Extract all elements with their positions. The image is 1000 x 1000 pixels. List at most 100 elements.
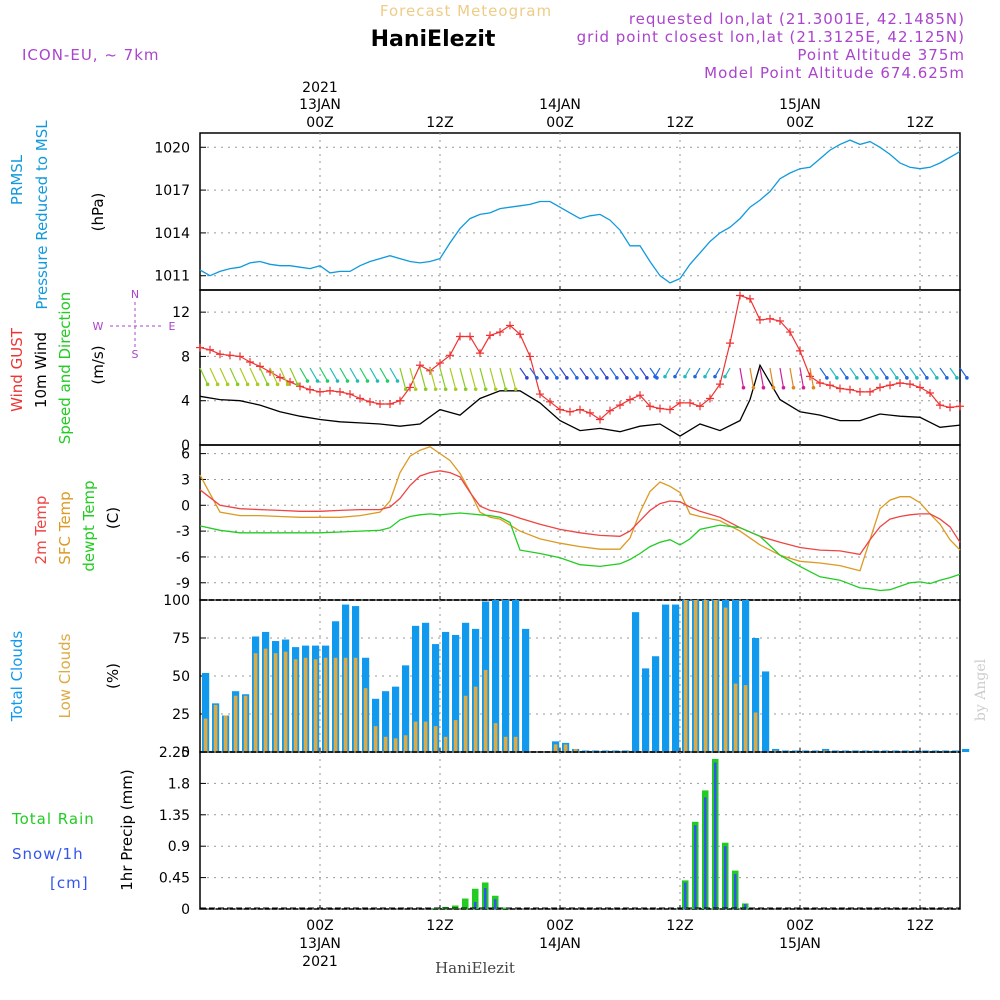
wind-arrow-head <box>905 376 909 380</box>
gust-marker <box>766 314 774 323</box>
gust-marker <box>616 401 624 410</box>
compass-rose: N S W E <box>93 288 176 361</box>
gust-marker <box>796 346 804 355</box>
wind-arrow-head <box>453 387 458 392</box>
total-cloud-bar <box>372 698 380 752</box>
low-cloud-bar <box>383 736 388 752</box>
low-cloud-bar <box>573 748 578 752</box>
low-cloud-bar <box>413 721 418 752</box>
wind-arrow-head <box>345 379 350 383</box>
low-cloud-bar <box>423 721 428 752</box>
y-tick-label: -9 <box>176 576 190 592</box>
total-cloud-bar <box>662 604 670 752</box>
total-cloud-bar <box>422 622 430 752</box>
wind-arrow-head <box>741 385 746 390</box>
low-cloud-bar <box>313 659 318 752</box>
total-cloud-bar <box>892 750 900 752</box>
wind-arrow-head <box>325 379 330 383</box>
gust-marker <box>536 390 544 399</box>
pressure-line <box>199 139 961 284</box>
top-hour-label: 12Z <box>906 115 933 131</box>
low-cloud-bar <box>493 723 498 752</box>
total-cloud-bar <box>922 750 930 752</box>
wind-arrow-head <box>925 376 929 380</box>
wind-arrow-head <box>385 379 390 383</box>
bottom-hour-label: 12Z <box>666 918 693 934</box>
wind-arrow-head <box>215 382 220 387</box>
y-tick-label: 1011 <box>154 269 190 285</box>
y-tick-label: 0 <box>181 498 190 514</box>
y-tick-label: 0 <box>181 745 190 761</box>
y-tick-label: 1.8 <box>168 776 190 792</box>
wind-arrow-head <box>395 379 400 383</box>
wind-arrow-head <box>365 379 370 383</box>
gust-marker <box>706 394 714 403</box>
rain-bar <box>452 905 459 909</box>
gust-marker <box>276 373 284 382</box>
t2m-label: 2m Temp <box>32 496 50 565</box>
gust-marker <box>516 330 524 339</box>
bottom-year-label: 2021 <box>302 954 338 970</box>
total-cloud-bar <box>462 622 470 752</box>
gust-marker <box>436 359 444 368</box>
wind-arrow-head <box>663 374 667 379</box>
total-cloud-bar <box>932 750 940 752</box>
total-cloud-bar <box>512 600 520 752</box>
total-cloud-bar <box>602 750 610 752</box>
top-date-label: 14JAN <box>539 97 581 113</box>
total-cloud-bar <box>752 638 760 752</box>
header: Forecast Meteogram HaniElezit requested lo… <box>22 2 989 977</box>
gust-marker <box>646 402 654 411</box>
bottom-hour-label: 00Z <box>306 918 333 934</box>
gust-marker <box>686 398 694 407</box>
low-cloud-bar <box>263 648 268 752</box>
low-cloud-bar <box>333 657 338 752</box>
snow-bar <box>493 899 497 909</box>
gust-marker <box>296 382 304 391</box>
wind-arrow-head <box>955 376 959 380</box>
gridpoint-coords: grid point closest lon,lat (21.3125E, 42… <box>577 28 965 46</box>
y-tick-label: 12 <box>172 305 190 321</box>
total-cloud-bar <box>952 750 960 752</box>
wind-arrow-head <box>413 387 418 392</box>
wind-arrow <box>369 367 379 382</box>
y-tick-label: 0.9 <box>168 839 190 855</box>
bottom-hour-label: 12Z <box>426 918 453 934</box>
rain-bar <box>472 888 479 909</box>
wind-arrow-head <box>535 376 539 380</box>
wind-arrow <box>349 367 359 382</box>
wind-arrow <box>529 367 538 379</box>
wind-arrow-head <box>235 382 240 387</box>
total-cloud-bar <box>882 750 890 752</box>
low-cloud-bar <box>273 653 278 752</box>
low-cloud-bar <box>233 695 238 752</box>
wind-arrow-head <box>645 376 649 380</box>
total-cloud-bar <box>762 671 770 752</box>
low-cloud-bar <box>513 736 518 752</box>
snow-bar <box>713 762 717 909</box>
gust-marker <box>716 380 724 389</box>
top-date-label: 15JAN <box>779 97 821 113</box>
gust-marker <box>626 395 634 404</box>
gust-marker <box>826 381 834 390</box>
wind-arrow <box>909 367 918 379</box>
wind-arrow <box>449 367 457 390</box>
wind-arrow-head <box>915 376 919 380</box>
total-cloud-bar <box>652 656 660 752</box>
total-cloud-bar <box>612 750 620 752</box>
wind-arrow-head <box>275 382 280 387</box>
bottom-date-label: 13JAN <box>299 936 341 952</box>
wind-arrow <box>789 367 795 388</box>
wind-speed-line <box>199 363 961 437</box>
gust-marker <box>196 343 204 352</box>
wind-arrow <box>389 367 399 382</box>
snow-bar <box>703 797 707 909</box>
y-tick-label: 25 <box>172 707 190 723</box>
wind-arrow-head <box>615 376 619 380</box>
wind-arrow-head <box>761 385 766 390</box>
wind-arrow-head <box>285 382 290 387</box>
gust-marker <box>726 339 734 348</box>
total-cloud-bar <box>502 600 510 752</box>
clouds-unit: (%) <box>104 663 122 689</box>
